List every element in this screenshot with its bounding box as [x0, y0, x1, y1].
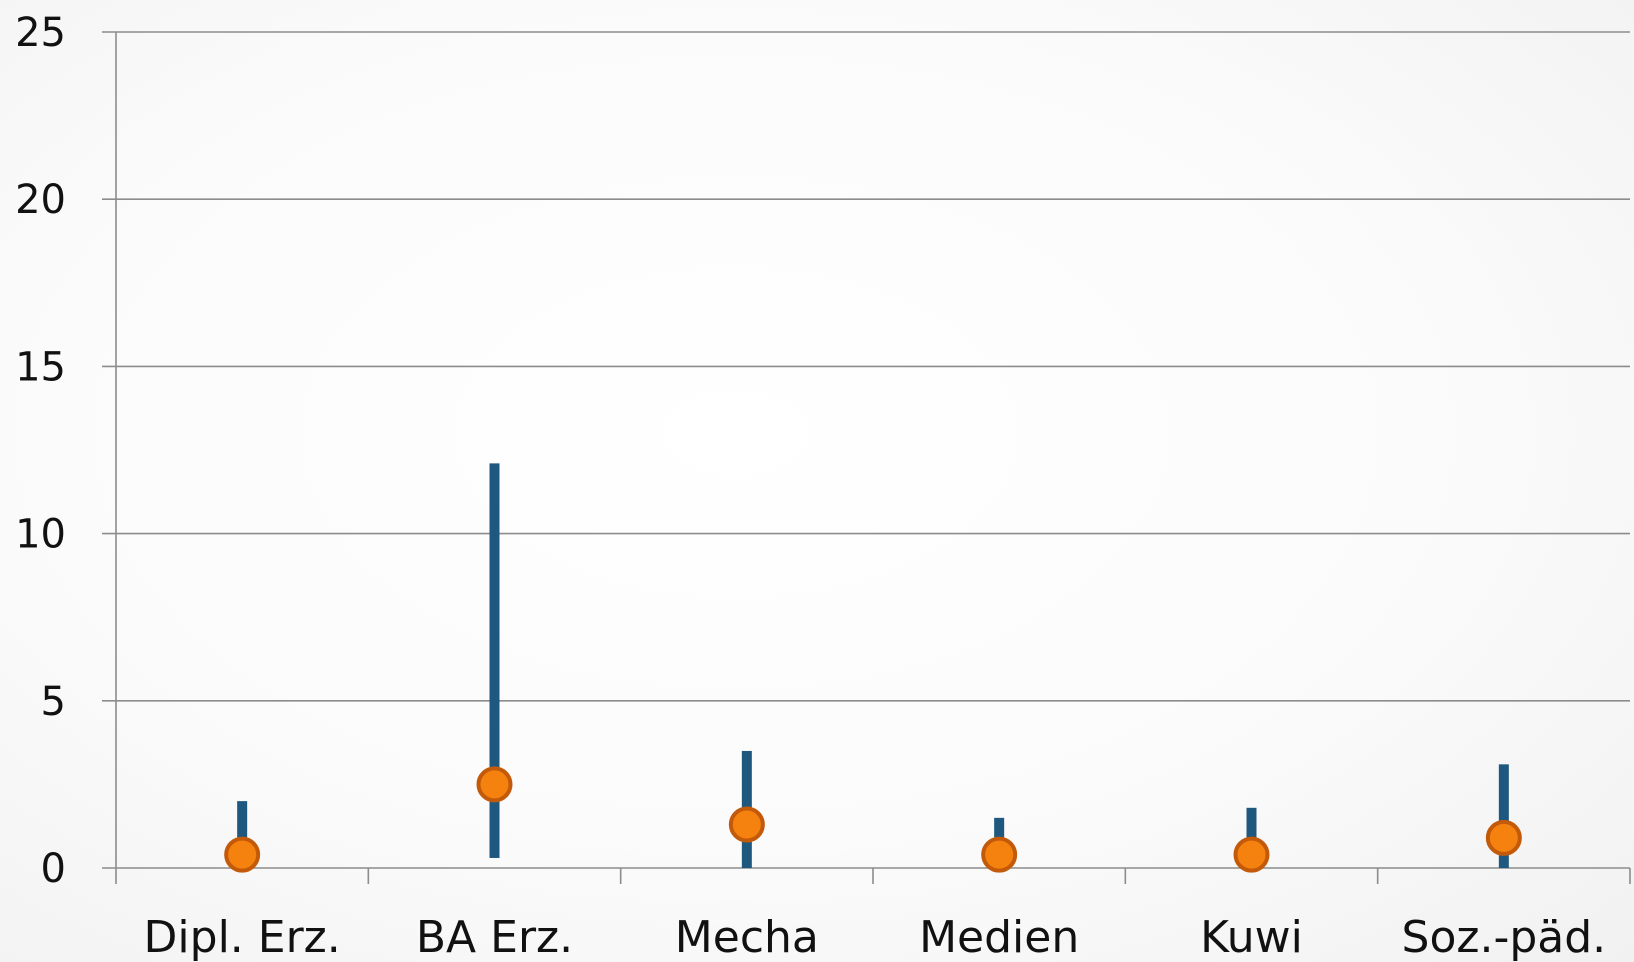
data-point [981, 836, 1018, 873]
y-tick-label: 25 [15, 10, 66, 56]
y-axis-ticks: 0 5 10 15 20 25 [15, 10, 66, 892]
y-tick-label: 20 [15, 177, 66, 223]
y-tick-label: 5 [41, 679, 66, 725]
y-tick-label: 15 [15, 344, 66, 390]
y-tick-label: 0 [41, 846, 66, 892]
axes [102, 32, 1631, 884]
x-tick-label: Kuwi [1200, 912, 1303, 962]
x-tick-label: Soz.-päd. [1402, 912, 1607, 962]
range-bar [489, 463, 500, 858]
x-tick-label: Mecha [675, 912, 819, 962]
gridlines [102, 31, 1630, 702]
x-tick-label: Dipl. Erz. [144, 912, 341, 962]
data-point [1485, 819, 1522, 856]
y-tick-label: 10 [15, 512, 66, 558]
x-tick-label: BA Erz. [416, 912, 573, 962]
data-point [728, 806, 765, 843]
range-bars [237, 463, 1509, 868]
range-bar [237, 801, 248, 868]
x-tick-label: Medien [919, 912, 1079, 962]
x-axis-ticks: Dipl. Erz. BA Erz. Mecha Medien Kuwi Soz.-päd… [144, 912, 1607, 962]
mean-points [224, 766, 1522, 873]
data-point [224, 836, 261, 873]
data-point [1233, 836, 1270, 873]
data-point [476, 766, 513, 803]
range-bar [1498, 764, 1509, 868]
